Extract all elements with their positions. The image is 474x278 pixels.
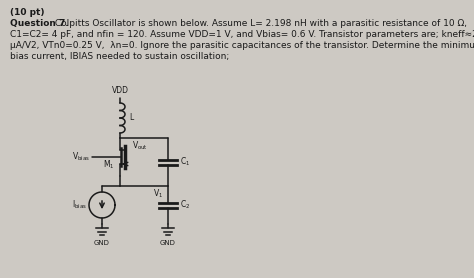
Text: I$_{\rm bias}$: I$_{\rm bias}$ <box>72 199 87 211</box>
Text: V$_1$: V$_1$ <box>153 188 163 200</box>
Text: Question 7.: Question 7. <box>10 19 69 28</box>
Text: bias current, IBIAS needed to sustain oscillation;: bias current, IBIAS needed to sustain os… <box>10 52 229 61</box>
Text: GND: GND <box>160 240 176 246</box>
Text: M$_1$: M$_1$ <box>103 159 115 171</box>
Text: V$_{\rm bias}$: V$_{\rm bias}$ <box>72 151 90 163</box>
Text: C$_2$: C$_2$ <box>180 199 190 211</box>
Text: Colpitts Oscillator is shown below. Assume L= 2.198 nH with a parasitic resistan: Colpitts Oscillator is shown below. Assu… <box>52 19 467 28</box>
Text: μA/V2, VTn0=0.25 V,  λn=0. Ignore the parasitic capacitances of the transistor. : μA/V2, VTn0=0.25 V, λn=0. Ignore the par… <box>10 41 474 50</box>
Text: (10 pt): (10 pt) <box>10 8 45 17</box>
Text: VDD: VDD <box>111 86 128 95</box>
Text: V$_{\rm out}$: V$_{\rm out}$ <box>132 140 148 153</box>
Text: C$_1$: C$_1$ <box>180 156 190 168</box>
Text: C1=C2= 4 pF, and nfin = 120. Assume VDD=1 V, and Vbias= 0.6 V. Transistor parame: C1=C2= 4 pF, and nfin = 120. Assume VDD=… <box>10 30 474 39</box>
Text: L: L <box>129 113 133 123</box>
Text: GND: GND <box>94 240 110 246</box>
